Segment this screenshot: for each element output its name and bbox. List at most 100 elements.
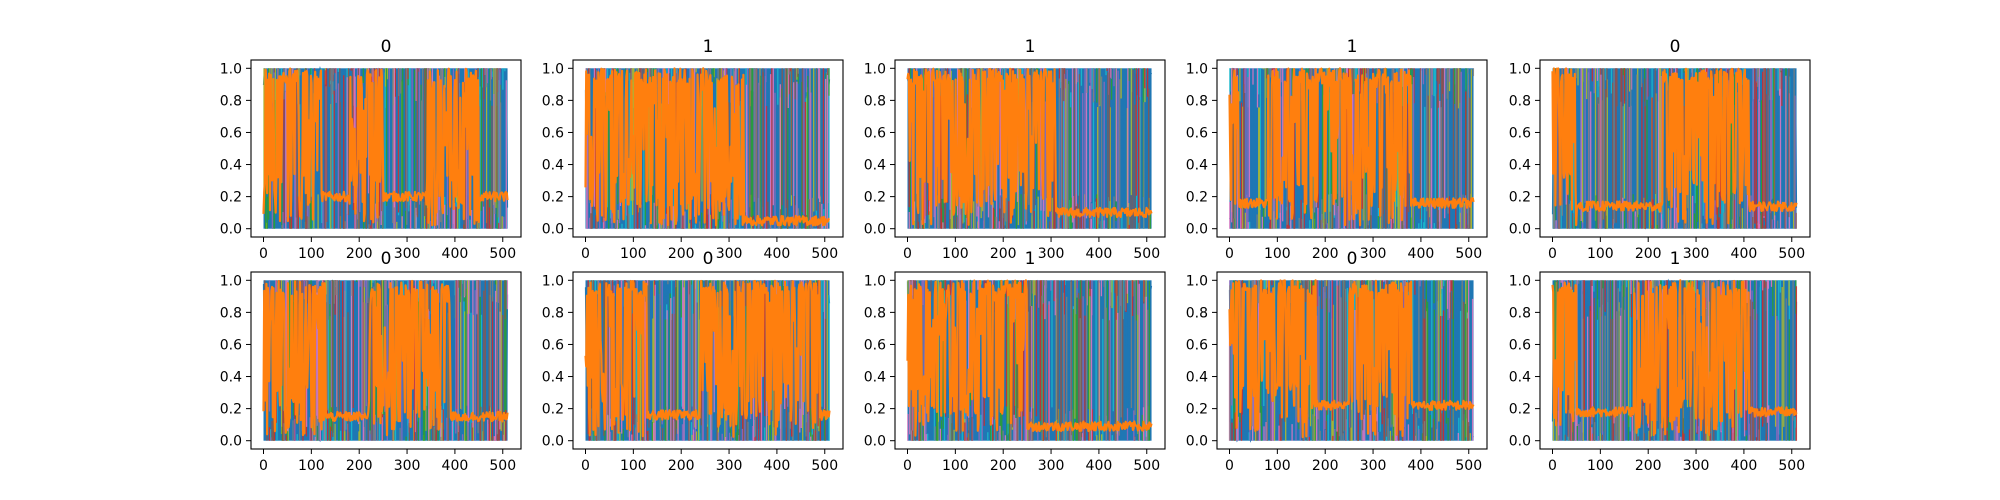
y-tick-label: 0.0 — [1186, 222, 1208, 238]
y-tick-label: 0.0 — [864, 222, 886, 238]
x-tick-label: 400 — [764, 246, 791, 262]
panel-title: 1 — [1025, 249, 1036, 269]
y-tick-label: 0.0 — [542, 434, 564, 450]
plot-area — [1551, 67, 1798, 230]
x-tick-label: 500 — [1455, 246, 1482, 262]
x-tick-label: 200 — [1635, 458, 1662, 474]
x-tick-label: 0 — [1225, 458, 1234, 474]
y-tick-label: 0.0 — [542, 222, 564, 238]
x-tick-label: 100 — [298, 458, 325, 474]
y-tick-label: 0.2 — [1509, 190, 1531, 206]
y-tick-label: 0.4 — [542, 370, 564, 386]
y-tick-label: 0.8 — [220, 305, 242, 321]
x-tick-label: 0 — [1548, 458, 1557, 474]
y-tick-label: 0.2 — [220, 402, 242, 418]
plot-area — [262, 66, 509, 229]
axes-frame — [894, 271, 1166, 450]
y-tick-label: 0.4 — [1186, 370, 1208, 386]
series-line-foreground — [262, 279, 509, 437]
x-tick-label: 0 — [903, 246, 912, 262]
x-tick-label: 100 — [620, 458, 647, 474]
panel-0: 0 100 200 300 400 500 0.0 0.2 0.4 0.6 0.8 1.0 0 — [220, 37, 522, 262]
panel-title: 1 — [1670, 249, 1681, 269]
x-tick-label: 0 — [581, 458, 590, 474]
x-tick-label: 300 — [1683, 246, 1710, 262]
x-tick-label: 100 — [942, 458, 969, 474]
panel-1: 0 100 200 300 400 500 0.0 0.2 0.4 0.6 0.8 1.0 1 — [542, 37, 844, 262]
x-tick-label: 300 — [716, 458, 743, 474]
x-tick-label: 0 — [259, 458, 268, 474]
series-line-foreground — [1551, 279, 1798, 437]
y-tick-label: 1.0 — [542, 273, 564, 289]
x-tick-label: 200 — [346, 246, 373, 262]
x-tick-label: 500 — [489, 458, 516, 474]
x-tick-label: 200 — [668, 246, 695, 262]
x-tick-label: 100 — [1587, 458, 1614, 474]
y-tick-label: 0.2 — [864, 402, 886, 418]
series-line-foreground — [262, 67, 509, 227]
axes-frame — [1539, 271, 1811, 450]
y-tick-label: 0.6 — [542, 337, 564, 353]
y-tick-label: 0.8 — [542, 305, 564, 321]
x-tick-label: 400 — [1086, 246, 1113, 262]
axes-frame — [572, 271, 844, 450]
y-tick-label: 1.0 — [220, 61, 242, 77]
x-tick-label: 300 — [394, 246, 421, 262]
axes-frame — [250, 271, 522, 450]
panel-title: 0 — [1670, 37, 1681, 57]
panel-title: 0 — [1347, 249, 1358, 269]
y-tick-label: 1.0 — [1186, 273, 1208, 289]
panel-title: 0 — [703, 249, 714, 269]
y-tick-label: 1.0 — [1509, 273, 1531, 289]
panel-2: 0 100 200 300 400 500 0.0 0.2 0.4 0.6 0.8 1.0 1 — [864, 37, 1166, 262]
panel-3: 0 100 200 300 400 500 0.0 0.2 0.4 0.6 0.8 1.0 1 — [1186, 37, 1488, 262]
panel-5: 0 100 200 300 400 500 0.0 0.2 0.4 0.6 0.8 1.0 0 — [220, 249, 522, 474]
series-line-foreground — [906, 67, 1153, 226]
y-tick-label: 1.0 — [1186, 61, 1208, 77]
x-tick-label: 100 — [1264, 458, 1291, 474]
x-tick-label: 200 — [668, 458, 695, 474]
y-tick-label: 0.6 — [864, 125, 886, 141]
plot-area — [1228, 67, 1475, 229]
y-tick-label: 0.4 — [220, 158, 242, 174]
y-tick-label: 0.6 — [220, 337, 242, 353]
x-tick-label: 400 — [442, 246, 469, 262]
x-tick-label: 400 — [1086, 458, 1113, 474]
x-tick-label: 400 — [442, 458, 469, 474]
x-tick-label: 300 — [716, 246, 743, 262]
x-tick-label: 0 — [1548, 246, 1557, 262]
x-tick-label: 300 — [1038, 458, 1065, 474]
y-tick-label: 0.8 — [1186, 305, 1208, 321]
x-tick-label: 400 — [1731, 458, 1758, 474]
x-tick-label: 400 — [1408, 246, 1435, 262]
x-tick-label: 300 — [1360, 246, 1387, 262]
axes-frame — [894, 59, 1166, 238]
panel-9: 0 100 200 300 400 500 0.0 0.2 0.4 0.6 0.8 1.0 1 — [1509, 249, 1811, 474]
x-tick-label: 300 — [1038, 246, 1065, 262]
x-tick-label: 200 — [1635, 246, 1662, 262]
x-tick-label: 500 — [811, 458, 838, 474]
y-tick-label: 0.0 — [1509, 434, 1531, 450]
panel-title: 0 — [381, 37, 392, 57]
plot-area — [262, 279, 509, 442]
y-tick-label: 0.8 — [1509, 93, 1531, 109]
panel-7: 0 100 200 300 400 500 0.0 0.2 0.4 0.6 0.8 1.0 1 — [864, 249, 1166, 474]
x-tick-label: 100 — [942, 246, 969, 262]
y-tick-label: 0.0 — [220, 434, 242, 450]
x-tick-label: 500 — [811, 246, 838, 262]
y-tick-label: 1.0 — [864, 273, 886, 289]
x-tick-label: 200 — [1312, 246, 1339, 262]
panel-title: 0 — [381, 249, 392, 269]
series-line-foreground — [584, 67, 830, 227]
panel-title: 1 — [703, 37, 714, 57]
series-line-foreground — [1228, 67, 1475, 227]
x-tick-label: 500 — [1133, 246, 1160, 262]
plot-area — [906, 67, 1153, 229]
x-tick-label: 300 — [1360, 458, 1387, 474]
y-tick-label: 0.4 — [220, 370, 242, 386]
panel-title: 1 — [1347, 37, 1358, 57]
x-tick-label: 100 — [620, 246, 647, 262]
axes-frame — [1216, 271, 1488, 450]
y-tick-label: 0.0 — [1186, 434, 1208, 450]
